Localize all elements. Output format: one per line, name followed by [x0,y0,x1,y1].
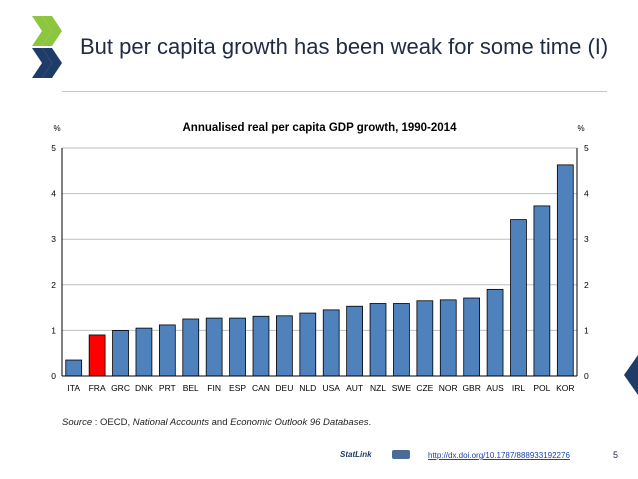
y-unit-left: % [53,124,60,133]
bar-gbr [463,297,481,377]
bar-aut [346,305,363,377]
x-tick-label: BEL [183,383,199,393]
statlink-logo: StatLink [340,450,372,459]
source-and: and [208,417,231,428]
y-tick-label-right: 5 [584,143,589,153]
source-end: . [368,417,372,428]
x-tick-label: NOR [439,383,458,393]
x-tick-label: KOR [556,383,574,393]
x-tick-label: FIN [207,383,221,393]
chevron-right-icon [624,355,638,395]
bar-fra [88,334,106,377]
bar-usa [322,309,340,377]
y-tick-label-right: 3 [584,234,589,244]
statlink-url[interactable]: http://dx.doi.org/10.1787/888933192276 [428,451,570,460]
x-tick-label: ITA [67,383,80,393]
x-tick-label: POL [533,383,550,393]
y-tick-label-right: 1 [584,325,589,335]
bar-swe [393,303,410,377]
x-tick-label: AUT [346,383,363,393]
bar-prt [158,324,176,377]
bar-grc [112,329,129,377]
source-note: Source : OECD, National Accounts and Eco… [62,417,371,428]
y-unit-right: % [577,124,584,133]
y-tick-label-left: 2 [51,280,56,290]
y-tick-label-left: 3 [51,234,56,244]
x-tick-label: IRL [512,383,526,393]
x-tick-label: GBR [462,383,480,393]
x-tick-label: ESP [229,383,246,393]
bar-ita [65,359,83,377]
x-tick-label: CAN [252,383,270,393]
y-tick-label-right: 0 [584,371,589,381]
slide-title: But per capita growth has been weak for … [80,34,609,59]
x-tick-label: CZE [416,383,433,393]
bar-nld [299,312,317,377]
x-tick-label: DEU [275,383,293,393]
x-tick-label: GRC [111,383,130,393]
oecd-logo [32,16,62,78]
source-label: Source [62,417,93,428]
x-tick-label: DNK [135,383,153,393]
source-economic-outlook: Economic Outlook 96 Databases [230,417,369,428]
chart-title: Annualised real per capita GDP growth, 1… [183,122,458,134]
bar-pol [533,205,551,377]
x-tick-label: SWE [392,383,412,393]
bar-nzl [369,303,387,377]
x-tick-label: PRT [159,383,176,393]
source-national-accounts: National Accounts [132,417,209,428]
y-tick-label-left: 5 [51,143,56,153]
y-tick-label-right: 4 [584,189,589,199]
bar-esp [229,317,246,377]
bar-cze [416,300,434,377]
bar-irl [510,219,527,377]
y-tick-label-right: 2 [584,280,589,290]
bar-can [252,315,270,377]
source-sep: : OECD, [92,417,133,428]
title-divider [62,91,607,92]
logo-chevron-icon-2 [42,16,62,46]
logo-chevron-icon-4 [42,48,62,78]
bar-deu [276,315,293,377]
bar-kor [556,164,574,377]
bar-fin [205,317,223,377]
y-tick-label-left: 4 [51,189,56,199]
y-tick-label-left: 0 [51,371,56,381]
bar-dnk [135,327,153,377]
x-tick-label: NLD [299,383,316,393]
x-tick-label: AUS [486,383,504,393]
bar-bel [182,318,200,377]
bar-aus [486,288,504,377]
x-tick-label: USA [322,383,340,393]
statlink-badge-icon [392,450,410,459]
bar-nor [439,299,457,377]
bar-chart: Annualised real per capita GDP growth, 1… [51,122,589,393]
x-tick-label: FRA [89,383,106,393]
page-number: 5 [613,450,619,460]
y-tick-label-left: 1 [51,325,56,335]
x-tick-label: NZL [370,383,386,393]
